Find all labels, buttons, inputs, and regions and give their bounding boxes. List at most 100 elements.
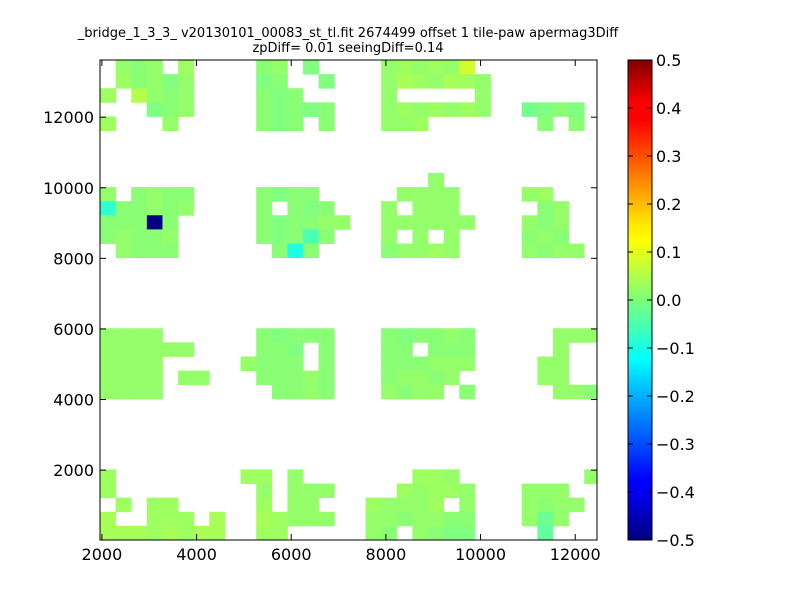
heatmap-cell xyxy=(521,187,538,202)
heatmap-cell xyxy=(162,215,179,230)
heatmap-cell xyxy=(552,201,569,216)
heatmap-cell xyxy=(428,469,445,484)
heatmap-cell xyxy=(412,525,429,541)
heatmap-cell xyxy=(271,116,288,131)
heatmap-cell xyxy=(162,525,179,541)
heatmap-cell xyxy=(443,328,460,343)
heatmap-cell xyxy=(381,525,398,541)
heatmap-cell xyxy=(537,229,554,244)
heatmap-cell xyxy=(428,370,445,386)
heatmap-cell xyxy=(381,342,398,357)
heatmap-cell xyxy=(271,60,288,75)
heatmap-cell xyxy=(271,370,288,386)
heatmap-cell xyxy=(443,483,460,499)
heatmap-cell xyxy=(443,74,460,89)
heatmap-cell xyxy=(521,229,538,244)
heatmap-cell xyxy=(287,384,304,400)
heatmap-cell xyxy=(381,243,398,259)
heatmap-cell xyxy=(131,370,148,386)
heatmap-cell xyxy=(552,102,569,117)
heatmap-cell xyxy=(428,342,445,357)
heatmap-cell xyxy=(318,328,335,343)
heatmap-cell xyxy=(381,356,398,371)
plot-area: 2000 4000 6000 8000 10000 12000 2000 4000 6000 80… xyxy=(43,59,601,564)
heatmap-cell xyxy=(131,201,148,216)
heatmap-cell xyxy=(552,483,569,499)
heatmap-cell xyxy=(271,229,288,244)
heatmap-cell xyxy=(209,525,226,541)
heatmap-cell xyxy=(318,511,335,527)
heatmap-cell xyxy=(146,74,163,89)
heatmap-cell xyxy=(396,511,413,527)
heatmap-cell xyxy=(303,497,320,513)
heatmap-cell xyxy=(365,497,382,513)
heatmap-cell xyxy=(100,525,117,541)
heatmap-cell xyxy=(381,74,398,89)
heatmap-cell xyxy=(537,116,554,131)
heatmap-cell xyxy=(568,384,585,400)
heatmap-cell xyxy=(303,187,320,202)
heatmap-cell xyxy=(256,370,273,386)
heatmap-cell xyxy=(428,525,445,541)
heatmap-cell xyxy=(584,384,598,400)
heatmap-cell xyxy=(318,215,335,230)
heatmap-cell xyxy=(271,356,288,371)
heatmap-cell xyxy=(115,215,132,230)
heatmap-cell xyxy=(396,483,413,499)
heatmap-cell xyxy=(428,172,445,188)
chart-title-line-2: zpDiff= 0.01 seeingDiff=0.14 xyxy=(252,41,443,56)
colorbar-tick-label: 0.3 xyxy=(656,147,681,166)
heatmap-cell xyxy=(303,60,320,75)
heatmap-cell xyxy=(115,243,132,259)
heatmap-cell xyxy=(146,187,163,202)
heatmap-cell xyxy=(381,116,398,131)
heatmap-cells xyxy=(100,60,598,541)
heatmap-cell xyxy=(271,243,288,259)
heatmap-cell xyxy=(428,497,445,513)
x-tick-label: 4000 xyxy=(176,545,217,564)
heatmap-cell xyxy=(381,88,398,103)
heatmap-cell xyxy=(131,525,148,541)
heatmap-cell xyxy=(256,60,273,75)
heatmap-cell xyxy=(396,328,413,343)
heatmap-cell xyxy=(552,215,569,230)
heatmap-cell xyxy=(568,328,585,343)
heatmap-cell xyxy=(552,243,569,259)
heatmap-cell xyxy=(412,328,429,343)
heatmap-cell xyxy=(303,483,320,499)
heatmap-cell xyxy=(428,483,445,499)
heatmap-cell xyxy=(552,511,569,527)
heatmap-cell xyxy=(396,497,413,513)
heatmap-cell xyxy=(396,74,413,89)
heatmap-cell xyxy=(131,384,148,400)
heatmap-cell xyxy=(537,243,554,259)
heatmap-cell xyxy=(162,187,179,202)
heatmap-cell xyxy=(162,201,179,216)
heatmap-cell xyxy=(146,356,163,371)
heatmap-cell xyxy=(537,201,554,216)
heatmap-cell xyxy=(396,384,413,400)
heatmap-cell xyxy=(131,74,148,89)
heatmap-cell xyxy=(552,229,569,244)
heatmap-cell xyxy=(381,497,398,513)
heatmap-cell xyxy=(115,525,132,541)
heatmap-cell xyxy=(443,187,460,202)
heatmap-cell xyxy=(146,60,163,75)
heatmap-cell xyxy=(131,88,148,103)
heatmap-cell xyxy=(303,215,320,230)
heatmap-cell xyxy=(100,356,117,371)
heatmap-cell xyxy=(287,342,304,357)
heatmap-cell xyxy=(178,370,195,386)
heatmap-cell xyxy=(521,102,538,117)
colorbar-tick-label: 0.0 xyxy=(656,291,681,310)
heatmap-cell xyxy=(287,370,304,386)
heatmap-cell xyxy=(287,511,304,527)
heatmap-cell xyxy=(412,483,429,499)
heatmap-cell xyxy=(146,497,163,513)
heatmap-cell xyxy=(115,74,132,89)
heatmap-cell xyxy=(287,201,304,216)
heatmap-cell xyxy=(271,384,288,400)
heatmap-cell xyxy=(178,525,195,541)
heatmap-cell xyxy=(131,229,148,244)
heatmap-cell xyxy=(287,243,304,259)
